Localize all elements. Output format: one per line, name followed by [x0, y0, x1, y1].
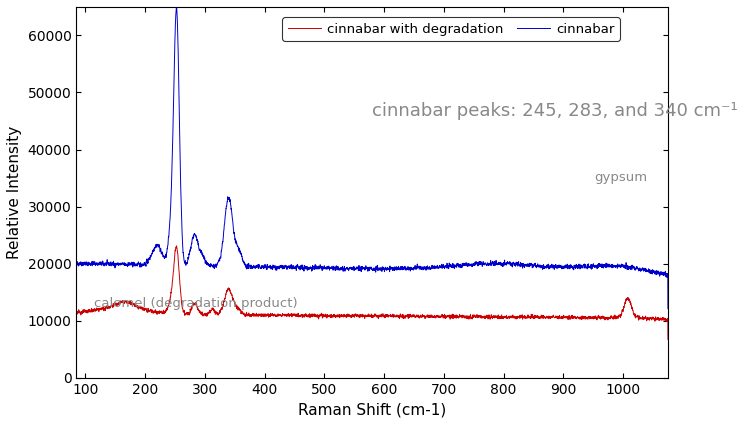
cinnabar — [326, 266, 334, 271]
Line: cinnabar with degradation: cinnabar with degradation — [76, 246, 668, 339]
cinnabar with degradation — [172, 243, 181, 248]
Text: gypsum: gypsum — [594, 171, 647, 184]
cinnabar — [172, 3, 181, 8]
cinnabar with degradation — [320, 312, 329, 318]
cinnabar with degradation — [353, 313, 362, 318]
cinnabar — [646, 268, 655, 273]
Y-axis label: Relative Intensity: Relative Intensity — [7, 126, 22, 259]
cinnabar — [72, 298, 81, 304]
cinnabar with degradation — [502, 314, 511, 319]
cinnabar with degradation — [72, 332, 81, 338]
cinnabar with degradation — [616, 315, 625, 320]
cinnabar — [664, 306, 673, 311]
cinnabar — [616, 262, 625, 268]
cinnabar with degradation — [646, 315, 655, 321]
cinnabar — [320, 266, 329, 271]
Line: cinnabar: cinnabar — [76, 6, 668, 309]
cinnabar with degradation — [326, 312, 334, 318]
Text: cinnabar peaks: 245, 283, and 340 cm⁻¹: cinnabar peaks: 245, 283, and 340 cm⁻¹ — [372, 102, 738, 120]
cinnabar with degradation — [664, 337, 673, 342]
Legend: cinnabar with degradation, cinnabar: cinnabar with degradation, cinnabar — [282, 17, 620, 41]
cinnabar — [502, 262, 511, 267]
X-axis label: Raman Shift (cm-1): Raman Shift (cm-1) — [298, 402, 446, 417]
Text: calomel (degradation product): calomel (degradation product) — [94, 297, 298, 310]
cinnabar — [353, 266, 362, 271]
